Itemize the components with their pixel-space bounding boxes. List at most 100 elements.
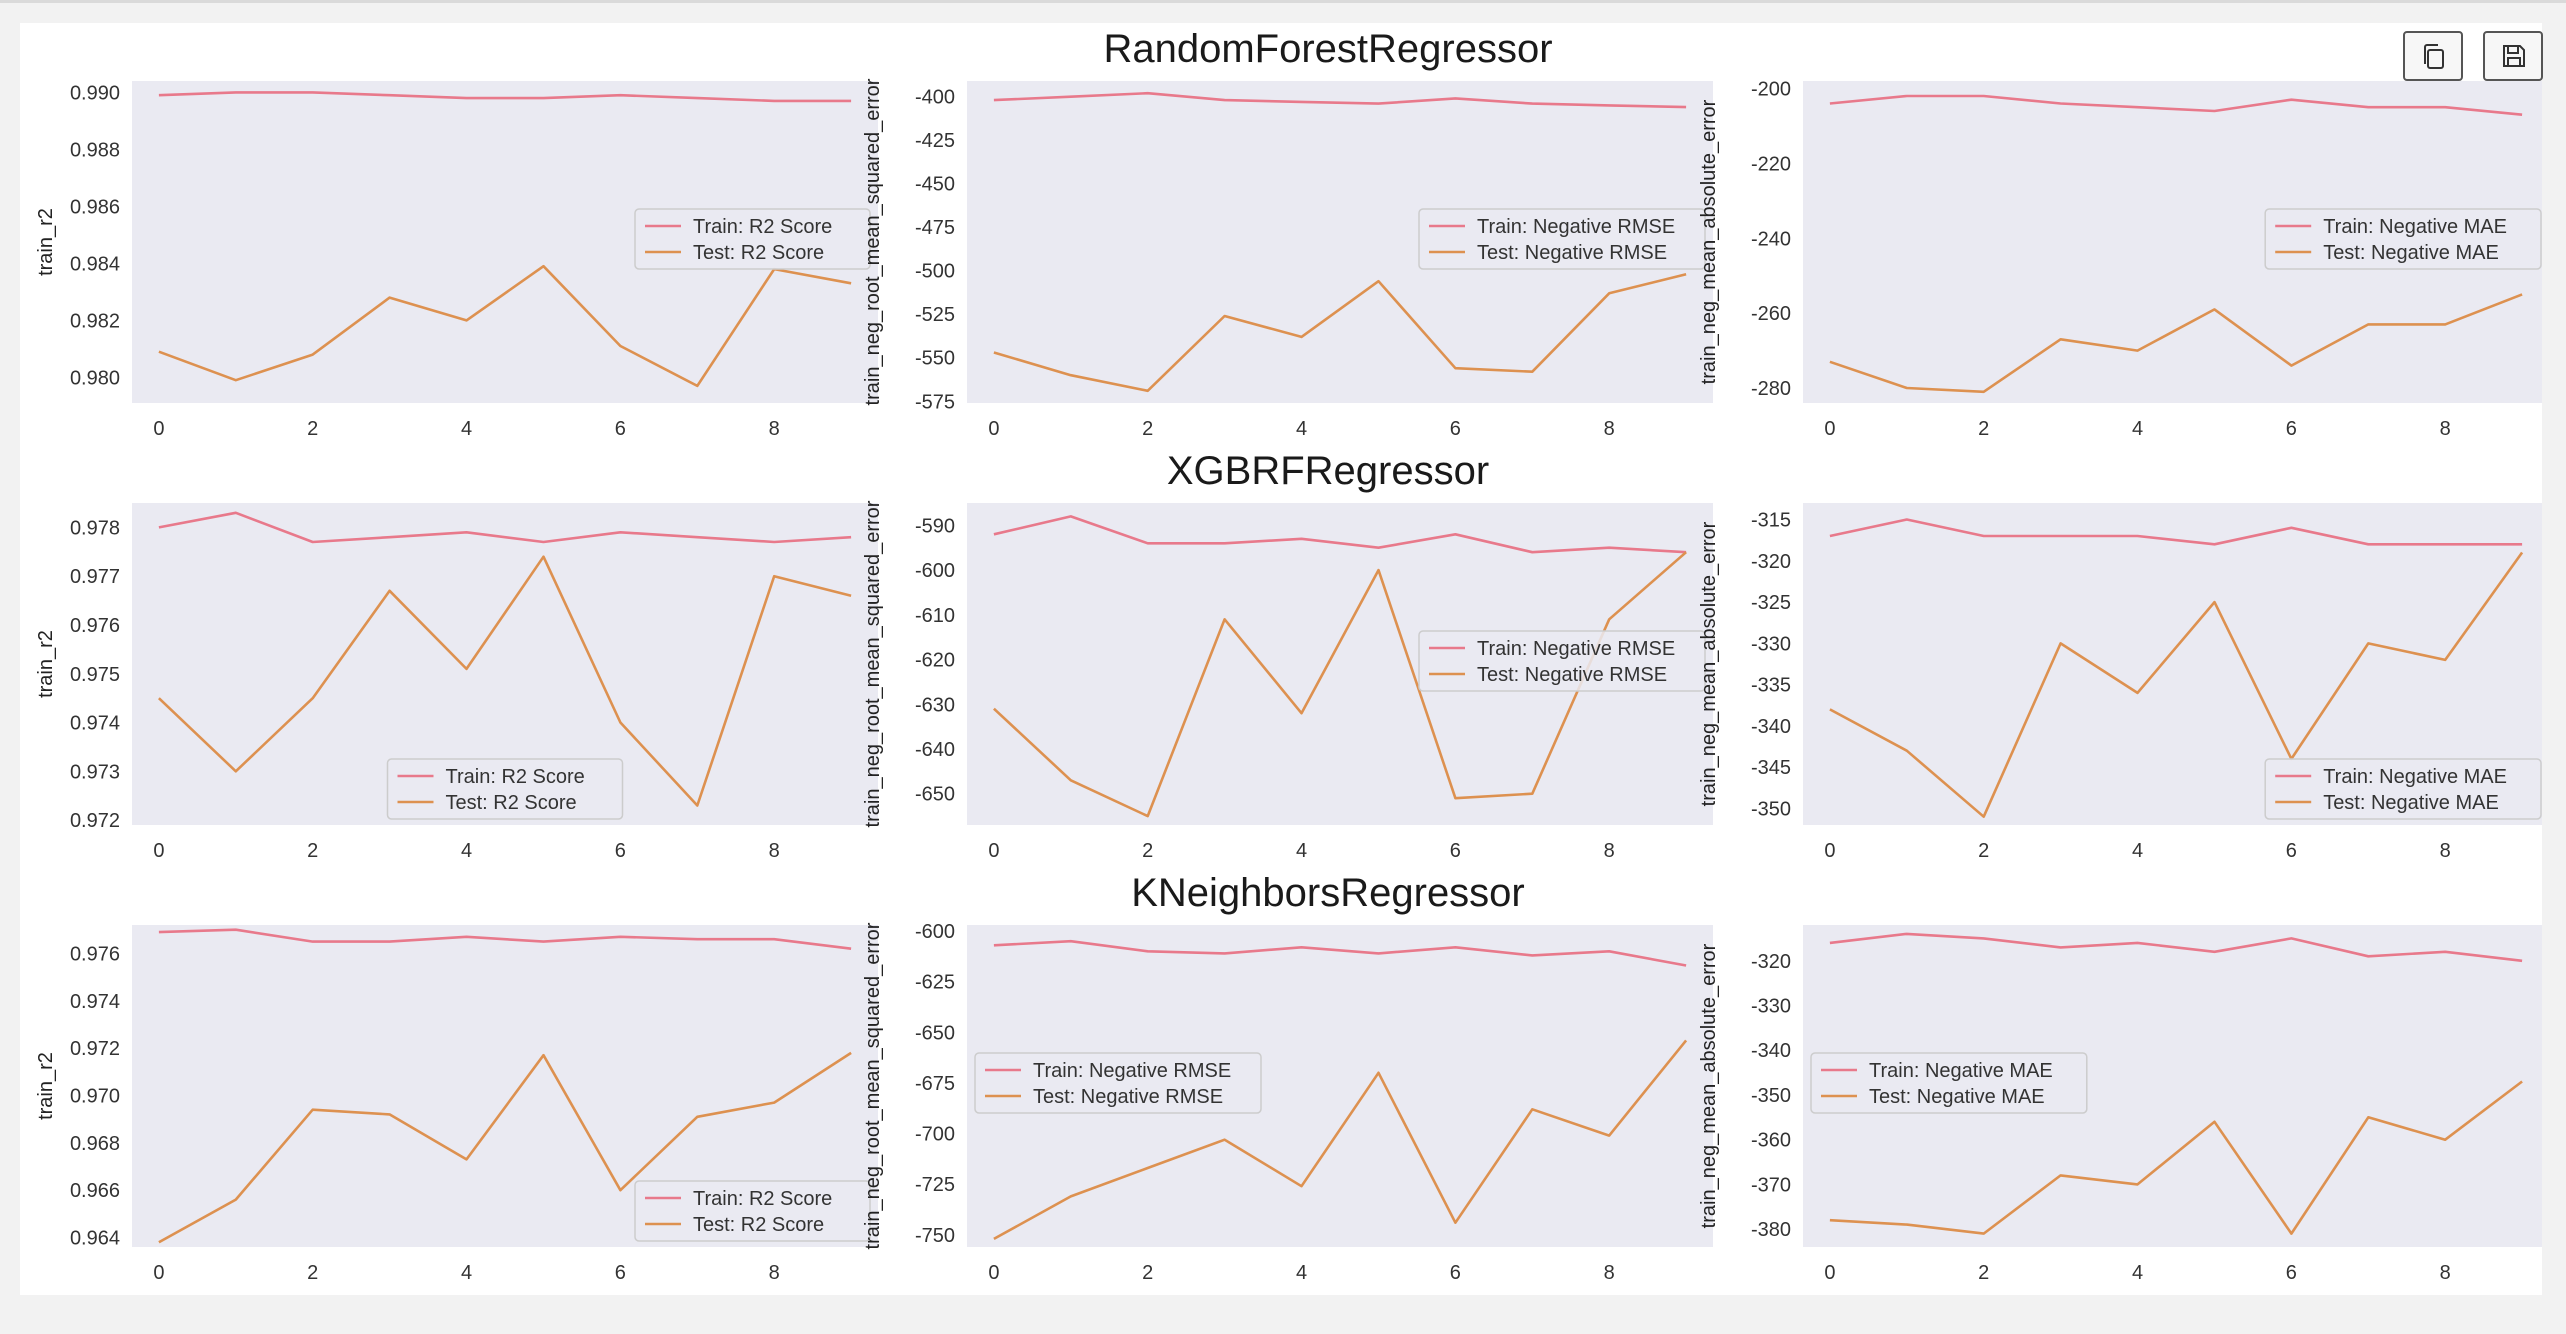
y-axis-label: train_neg_mean_absolute_error: [1698, 521, 1720, 806]
train-series-line: [993, 515, 1687, 554]
legend-label: Train: Negative MAE: [2323, 766, 2507, 788]
y-tick-label: 0.964: [70, 1228, 120, 1250]
legend-box: [386, 758, 624, 820]
x-tick-label: 8: [769, 840, 780, 862]
legend-label: Train: Negative RMSE: [1477, 216, 1675, 238]
x-tick-label: 8: [2440, 418, 2451, 440]
x-tick-label: 4: [2132, 418, 2143, 440]
y-tick-label: 0.973: [70, 761, 120, 783]
y-tick-label: -475: [915, 217, 955, 239]
x-tick-label: 6: [2286, 1262, 2297, 1284]
legend-label: Train: Negative RMSE: [1477, 638, 1675, 660]
test-series-line: [1829, 1080, 2523, 1235]
y-tick-label: -335: [1751, 675, 1791, 697]
x-tick-label: 0: [1824, 840, 1835, 862]
save-button[interactable]: [2483, 31, 2543, 81]
y-tick-label: -620: [915, 650, 955, 672]
x-tick-label: 4: [461, 1262, 472, 1284]
y-tick-label: -240: [1751, 228, 1791, 250]
y-tick-label: -700: [915, 1124, 955, 1146]
y-tick-label: 0.976: [70, 615, 120, 637]
legend-label: Test: Negative MAE: [1869, 1086, 2045, 1108]
y-tick-label: 0.980: [70, 367, 120, 389]
test-series-line: [993, 1039, 1688, 1241]
copy-icon: [2424, 44, 2444, 69]
x-tick-label: 6: [1450, 1262, 1461, 1284]
x-tick-label: 2: [1978, 840, 1989, 862]
y-tick-label: 0.974: [70, 713, 120, 735]
legend-label: Train: Negative RMSE: [1033, 1060, 1231, 1082]
y-tick-label: 0.988: [70, 139, 120, 161]
x-tick-label: 2: [1142, 840, 1153, 862]
x-tick-label: 8: [1604, 418, 1615, 440]
legend-box: [1418, 208, 1706, 270]
train-series-line: [158, 91, 852, 103]
y-tick-label: 0.978: [70, 517, 120, 539]
x-tick-label: 0: [1824, 418, 1835, 440]
y-tick-label: -260: [1751, 303, 1791, 325]
y-tick-label: -350: [1751, 1085, 1791, 1107]
y-tick-label: -330: [1751, 633, 1791, 655]
test-series-line: [1829, 551, 2524, 819]
row-title-kneighbors: KNeighborsRegressor: [1131, 871, 1525, 915]
x-tick-label: 2: [1142, 1262, 1153, 1284]
y-tick-label: -630: [915, 694, 955, 716]
row-title-random-forest: RandomForestRegressor: [1103, 27, 1553, 71]
x-tick-label: 2: [1142, 418, 1153, 440]
y-tick-label: -500: [915, 261, 955, 283]
x-tick-label: 6: [615, 418, 626, 440]
test-series-line: [158, 1051, 852, 1244]
y-tick-label: -200: [1751, 78, 1791, 100]
train-series-line: [993, 91, 1687, 109]
x-tick-label: 2: [307, 1262, 318, 1284]
copy-button[interactable]: [2403, 31, 2463, 81]
y-tick-label: -340: [1751, 1040, 1791, 1062]
legend-label: Test: Negative MAE: [2323, 242, 2499, 264]
y-tick-label: -750: [915, 1225, 955, 1247]
y-tick-label: 0.975: [70, 664, 120, 686]
y-tick-label: -590: [915, 515, 955, 537]
y-tick-label: 0.986: [70, 196, 120, 218]
x-tick-label: 4: [1296, 418, 1307, 440]
legend-box: [2264, 758, 2542, 820]
x-tick-label: 4: [461, 840, 472, 862]
y-axis-label: train_r2: [35, 1052, 57, 1120]
x-tick-label: 4: [2132, 840, 2143, 862]
legend-label: Test: R2 Score: [446, 792, 577, 814]
x-tick-label: 4: [1296, 840, 1307, 862]
y-tick-label: -625: [915, 972, 955, 994]
legend-label: Test: Negative MAE: [2323, 792, 2499, 814]
y-tick-label: 0.990: [70, 82, 120, 104]
legend-label: Test: R2 Score: [693, 1214, 824, 1236]
train-series-line: [1829, 932, 2523, 963]
y-tick-label: 0.972: [70, 810, 120, 832]
x-tick-label: 6: [2286, 418, 2297, 440]
legend-box: [974, 1052, 1262, 1114]
y-tick-label: -525: [915, 304, 955, 326]
train-series-line: [993, 939, 1687, 967]
legend-box: [1810, 1052, 2088, 1114]
x-tick-label: 0: [153, 840, 164, 862]
x-tick-label: 8: [769, 1262, 780, 1284]
y-tick-label: 0.982: [70, 310, 120, 332]
legend-label: Test: Negative RMSE: [1477, 242, 1667, 264]
x-tick-label: 6: [1450, 418, 1461, 440]
test-series-line: [158, 264, 852, 388]
x-tick-label: 6: [2286, 840, 2297, 862]
y-tick-label: -575: [915, 391, 955, 413]
legend-label: Train: Negative MAE: [2323, 216, 2507, 238]
y-tick-label: -450: [915, 174, 955, 196]
window-top-border: [0, 0, 2566, 3]
x-tick-label: 0: [988, 1262, 999, 1284]
train-series-line: [1829, 518, 2523, 546]
y-tick-label: -425: [915, 130, 955, 152]
y-tick-label: -350: [1751, 798, 1791, 820]
train-series-line: [1829, 94, 2523, 116]
y-tick-label: -650: [915, 784, 955, 806]
row-title-xgbrf: XGBRFRegressor: [1166, 449, 1490, 493]
y-tick-label: -280: [1751, 378, 1791, 400]
y-tick-label: 0.966: [70, 1180, 120, 1202]
y-tick-label: 0.968: [70, 1133, 120, 1155]
save-icon: [2503, 45, 2525, 67]
legend-label: Train: R2 Score: [693, 1188, 832, 1210]
